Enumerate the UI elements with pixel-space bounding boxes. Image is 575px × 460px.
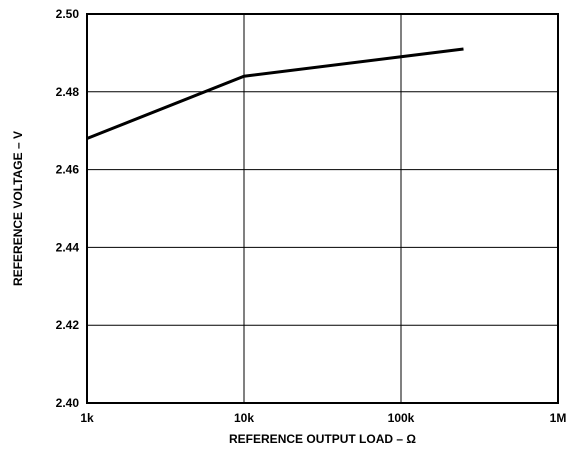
y-tick-label-2.50: 2.50 (56, 7, 80, 21)
x-tick-labels: 1k 10k 100k 1M (80, 411, 566, 425)
y-tick-labels: 2.40 2.42 2.44 2.46 2.48 2.50 (56, 7, 80, 410)
y-tick-label-2.44: 2.44 (56, 240, 80, 254)
x-tick-label-10k: 10k (234, 411, 254, 425)
x-tick-label-1k: 1k (80, 411, 94, 425)
x-tick-label-1M: 1M (550, 411, 567, 425)
x-tick-label-100k: 100k (388, 411, 415, 425)
series-line-0 (86, 47, 464, 140)
grid-layer (87, 14, 558, 403)
plot-area-frame (86, 13, 559, 404)
y-axis-title: REFERENCE VOLTAGE – V (11, 131, 25, 286)
y-tick-label-2.46: 2.46 (56, 163, 80, 177)
y-tick-label-2.48: 2.48 (56, 85, 80, 99)
series-layer (86, 47, 464, 140)
y-tick-label-2.42: 2.42 (56, 318, 80, 332)
y-tick-label-2.40: 2.40 (56, 396, 80, 410)
x-axis-title: REFERENCE OUTPUT LOAD – Ω (229, 432, 416, 446)
